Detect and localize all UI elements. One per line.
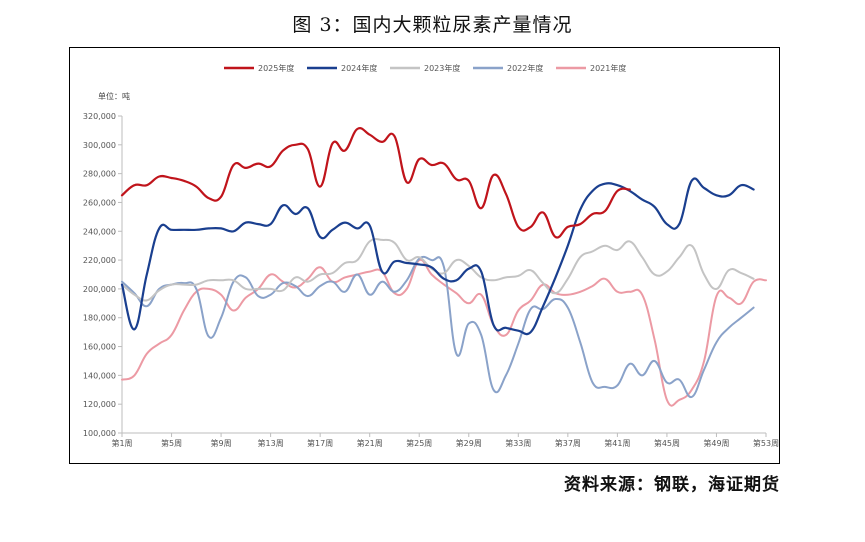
legend-label: 2021年度 — [590, 63, 626, 73]
chart-axes: 100,000 120,000 140,000 160,000 180,000 200,0… — [83, 112, 779, 448]
x-tick-label: 第21周 — [357, 438, 383, 448]
y-tick-label: 260,000 — [83, 198, 116, 207]
y-tick-label: 200,000 — [83, 285, 116, 294]
x-tick-label: 第33周 — [505, 438, 531, 448]
y-tick-label: 320,000 — [83, 112, 116, 121]
figure-title: 图 3：国内大颗粒尿素产量情况 — [292, 14, 573, 36]
unit-label: 单位：吨 — [98, 91, 130, 101]
x-tick-label: 第9周 — [211, 438, 232, 448]
x-tick-label: 第45周 — [654, 438, 680, 448]
y-tick-label: 300,000 — [83, 141, 116, 150]
chart-frame — [69, 47, 780, 464]
series-line-2022年度 — [121, 255, 755, 399]
x-tick-label: 第25周 — [406, 438, 432, 448]
y-tick-label: 220,000 — [83, 256, 116, 265]
y-tick-label: 180,000 — [83, 314, 116, 323]
series-layer — [120, 127, 767, 407]
y-tick-label: 140,000 — [83, 371, 116, 380]
legend-label: 2025年度 — [258, 63, 294, 73]
x-tick-label: 第17周 — [307, 438, 333, 448]
x-tick-label: 第13周 — [258, 438, 284, 448]
y-tick-label: 240,000 — [83, 227, 116, 236]
y-tick-label: 280,000 — [83, 170, 116, 179]
x-tick-label: 第29周 — [456, 438, 482, 448]
legend-label: 2022年度 — [507, 63, 543, 73]
x-tick-label: 第1周 — [111, 438, 132, 448]
x-tick-label: 第53周 — [753, 438, 779, 448]
y-tick-label: 160,000 — [83, 343, 116, 352]
x-tick-label: 第41周 — [604, 438, 630, 448]
x-tick-label: 第37周 — [555, 438, 581, 448]
x-tick-label: 第5周 — [161, 438, 182, 448]
y-tick-label: 100,000 — [83, 429, 116, 438]
source-note: 资料来源：钢联，海证期货 — [564, 475, 780, 495]
chart-legend: 2025年度 2024年度 2023年度 2022年度 2021年度 — [224, 63, 626, 73]
y-tick-label: 120,000 — [83, 400, 116, 409]
legend-label: 2024年度 — [341, 63, 377, 73]
x-tick-label: 第49周 — [703, 438, 729, 448]
series-line-2024年度 — [120, 177, 755, 336]
legend-label: 2023年度 — [424, 63, 460, 73]
series-line-2025年度 — [120, 127, 631, 239]
